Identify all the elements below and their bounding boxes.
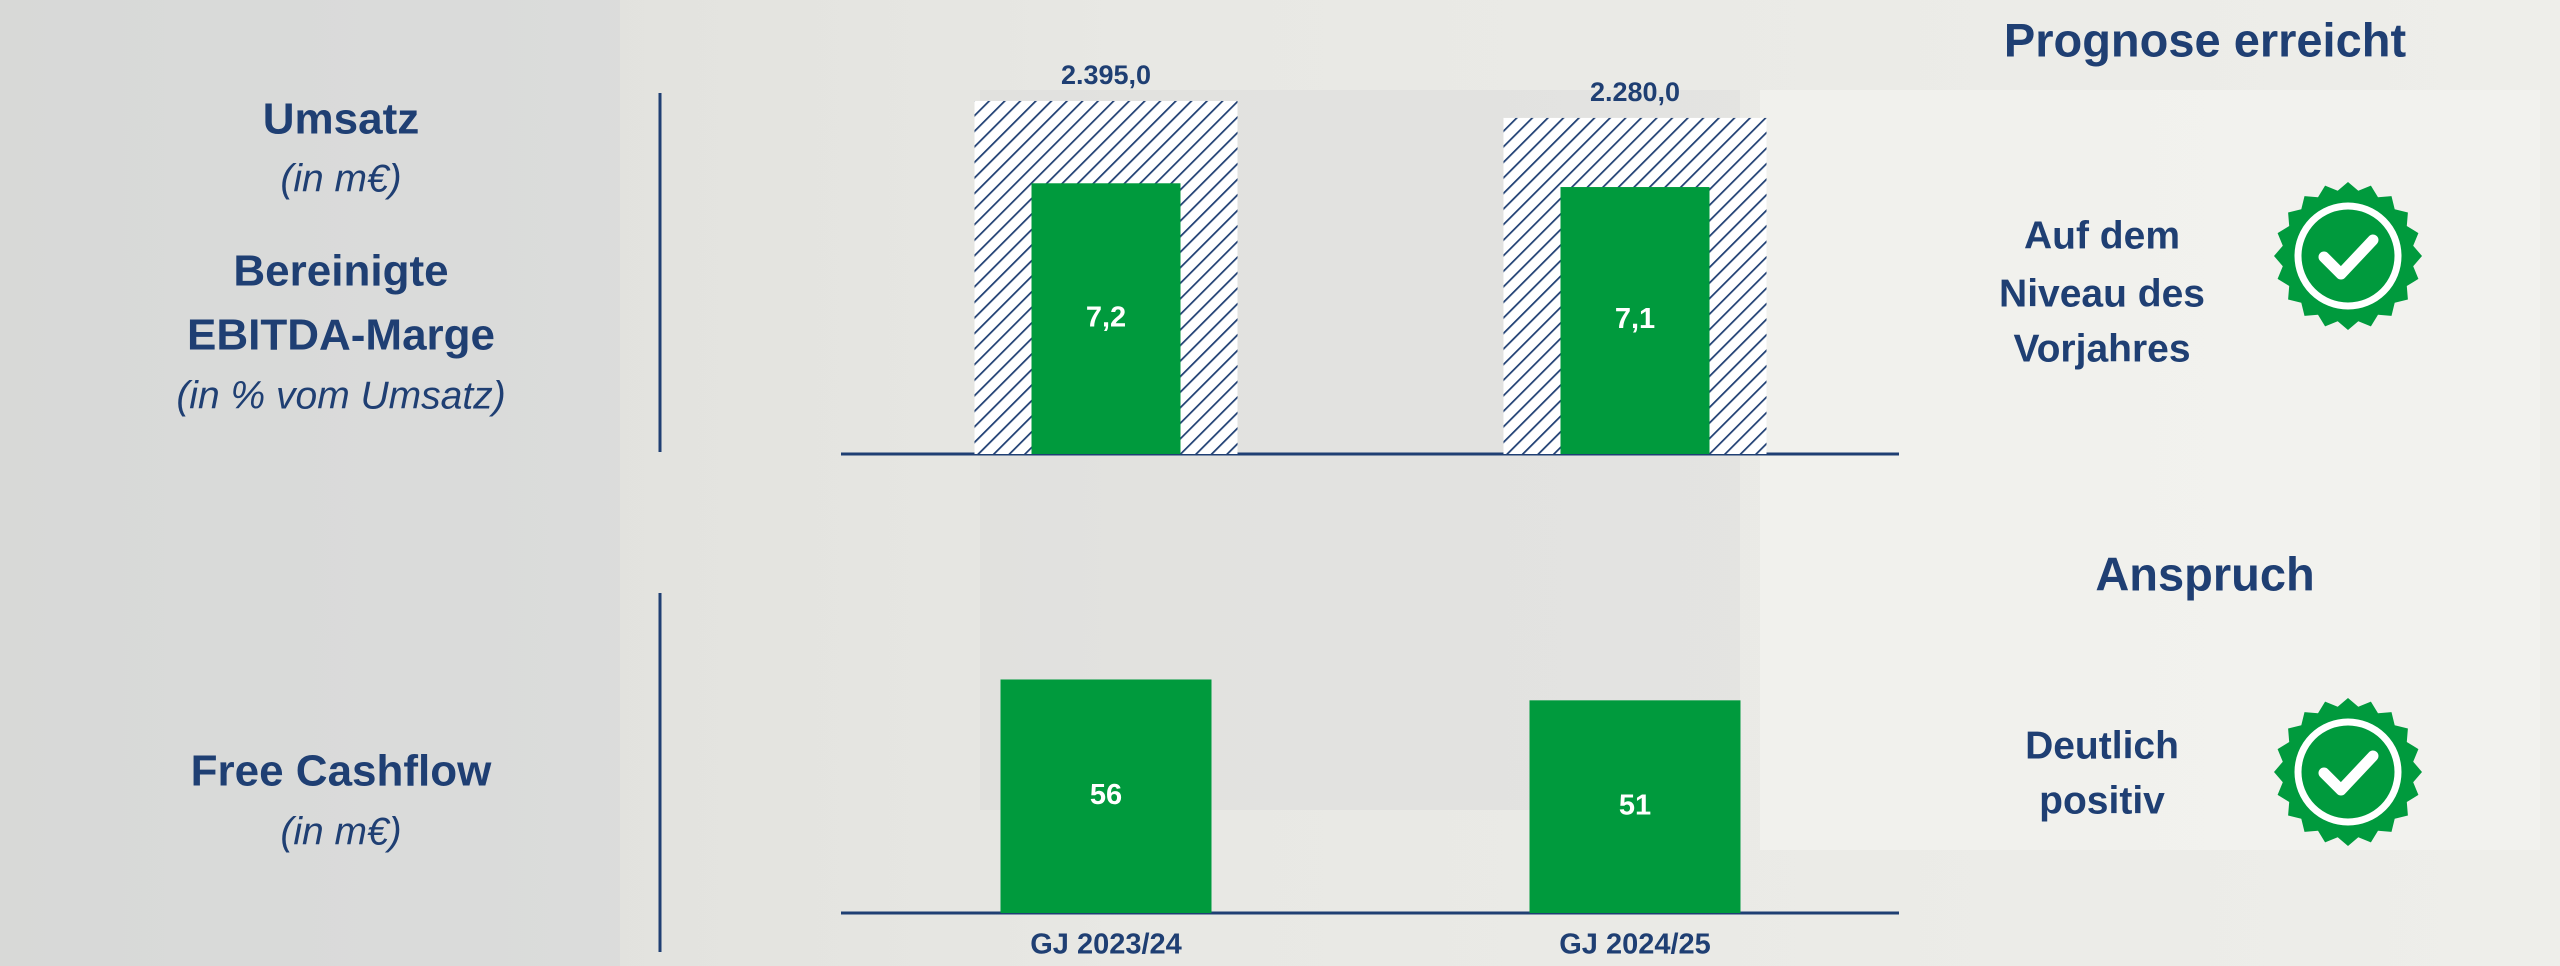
background-shelf <box>0 0 620 966</box>
value-label: 2.280,0 <box>1590 77 1680 107</box>
badge-ring <box>2294 202 2402 310</box>
chart-subtitle: (in m€) <box>280 810 401 853</box>
status-text: Deutlich <box>2025 724 2179 767</box>
status-text: Niveau des <box>1999 272 2205 315</box>
status-text: positiv <box>2039 779 2165 822</box>
status-text: Vorjahres <box>2013 327 2190 370</box>
value-label: 7,1 <box>1615 303 1655 335</box>
value-label: 2.395,0 <box>1061 60 1151 90</box>
badge-ring <box>2294 718 2402 826</box>
value-label: 51 <box>1619 789 1651 821</box>
chart-subtitle: (in m€) <box>280 157 401 200</box>
chart-title: Free Cashflow <box>191 747 493 796</box>
chart-title: EBITDA-Marge <box>187 311 495 360</box>
x-tick-label: GJ 2024/25 <box>1559 929 1711 961</box>
background-wall <box>1760 90 2540 850</box>
bar <box>1560 187 1710 455</box>
bar <box>1000 679 1212 913</box>
chart-title: Umsatz <box>263 95 420 144</box>
status-text: Auf dem <box>2024 214 2180 257</box>
chart-subtitle: (in % vom Umsatz) <box>176 374 505 417</box>
value-label: 56 <box>1090 779 1122 811</box>
status-heading: Anspruch <box>2095 547 2314 600</box>
bar <box>1031 183 1181 454</box>
check-icon <box>2318 750 2379 796</box>
bar <box>1529 700 1741 913</box>
status-heading: Prognose erreicht <box>2004 13 2407 66</box>
chart-title: Bereinigte <box>233 247 448 296</box>
check-icon <box>2318 234 2379 280</box>
x-tick-label: GJ 2023/24 <box>1030 929 1182 961</box>
value-label: 7,2 <box>1086 301 1126 333</box>
